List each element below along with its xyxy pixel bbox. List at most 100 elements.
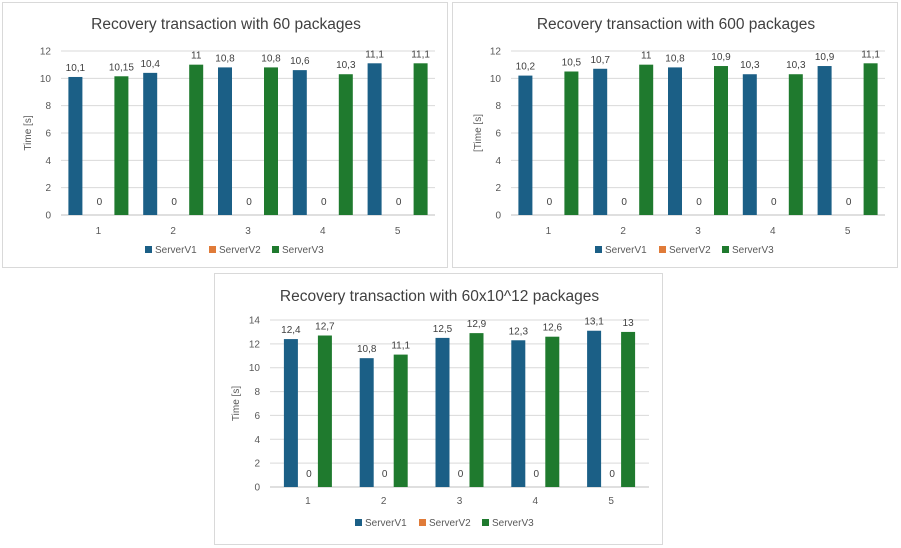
y-tick-label: 0 — [495, 211, 501, 222]
data-label-serverv3-1: 12,7 — [315, 322, 335, 333]
x-tick-label: 4 — [770, 226, 776, 237]
x-tick-label: 4 — [533, 496, 539, 507]
x-tick-label: 1 — [546, 226, 552, 237]
legend-swatch-serverv1 — [145, 246, 152, 253]
legend-label-serverv2: ServerV2 — [219, 245, 261, 256]
y-axis-label: [Time [s] — [473, 114, 484, 152]
y-tick-label: 2 — [45, 183, 51, 194]
data-label-serverv3-5: 11,1 — [861, 49, 880, 60]
data-label-serverv2-2: 0 — [621, 197, 627, 208]
data-label-serverv2-4: 0 — [534, 469, 540, 480]
data-label-serverv3-2: 11,1 — [391, 341, 410, 352]
x-tick-label: 3 — [695, 226, 701, 237]
data-label-serverv3-4: 12,6 — [543, 323, 563, 334]
chart-title: Recovery transaction with 60 packages — [91, 16, 361, 33]
y-tick-label: 8 — [495, 101, 501, 112]
chart-title: Recovery transaction with 60x10^12 packa… — [280, 288, 599, 305]
y-tick-label: 0 — [254, 483, 260, 494]
bar-serverv1-5 — [817, 66, 832, 216]
y-tick-label: 2 — [254, 459, 260, 470]
data-label-serverv1-3: 10,8 — [665, 53, 685, 64]
y-tick-label: 10 — [40, 74, 52, 85]
x-tick-label: 1 — [305, 496, 311, 507]
bar-serverv1-3 — [435, 337, 450, 487]
bar-serverv3-5 — [621, 331, 636, 487]
y-tick-label: 4 — [45, 156, 51, 167]
data-label-serverv2-3: 0 — [458, 469, 464, 480]
chart-svg-60x10-12-packages: Recovery transaction with 60x10^12 packa… — [231, 288, 649, 529]
y-tick-label: 6 — [495, 129, 501, 140]
y-tick-label: 12 — [40, 47, 52, 58]
data-label-serverv3-3: 10,8 — [261, 53, 281, 64]
bar-serverv1-1 — [68, 76, 83, 215]
x-tick-label: 2 — [381, 496, 387, 507]
data-label-serverv2-4: 0 — [771, 197, 777, 208]
bar-serverv1-1 — [518, 75, 533, 215]
data-label-serverv3-4: 10,3 — [336, 60, 356, 71]
bar-serverv1-5 — [587, 330, 602, 487]
bar-serverv1-4 — [292, 70, 307, 215]
y-axis-label: Time [s] — [23, 115, 34, 150]
bar-serverv3-2 — [393, 354, 408, 487]
y-axis-label: Time [s] — [231, 386, 242, 421]
data-label-serverv1-3: 10,8 — [215, 53, 235, 64]
data-label-serverv3-1: 10,5 — [562, 58, 582, 69]
bar-serverv3-1 — [114, 76, 129, 216]
legend-swatch-serverv1 — [355, 519, 362, 526]
chart-title: Recovery transaction with 600 packages — [537, 16, 816, 33]
bar-serverv1-1 — [283, 339, 298, 487]
bar-serverv3-5 — [863, 63, 878, 215]
data-label-serverv3-2: 11 — [641, 51, 652, 62]
legend-label-serverv2: ServerV2 — [429, 518, 471, 529]
y-tick-label: 10 — [490, 74, 502, 85]
data-label-serverv2-5: 0 — [396, 197, 402, 208]
data-label-serverv3-3: 10,9 — [711, 52, 731, 63]
bar-serverv1-2 — [359, 358, 374, 487]
data-label-serverv3-2: 11 — [191, 51, 202, 62]
data-label-serverv2-3: 0 — [246, 197, 252, 208]
y-tick-label: 8 — [254, 387, 260, 398]
data-label-serverv1-4: 10,3 — [740, 60, 760, 71]
x-tick-label: 3 — [245, 226, 251, 237]
x-tick-label: 2 — [620, 226, 626, 237]
bar-serverv1-4 — [742, 74, 757, 215]
data-label-serverv2-5: 0 — [609, 469, 615, 480]
bar-serverv3-3 — [264, 67, 278, 216]
bar-serverv1-5 — [367, 63, 382, 215]
data-label-serverv1-1: 12,4 — [281, 325, 301, 336]
bar-serverv3-4 — [788, 74, 803, 215]
data-label-serverv2-2: 0 — [171, 197, 177, 208]
y-tick-label: 4 — [254, 435, 260, 446]
data-label-serverv2-4: 0 — [321, 197, 327, 208]
legend-swatch-serverv2 — [209, 246, 216, 253]
data-label-serverv1-4: 12,3 — [509, 326, 529, 337]
data-label-serverv1-1: 10,2 — [516, 62, 536, 73]
legend-label-serverv3: ServerV3 — [732, 245, 774, 256]
data-label-serverv3-5: 13 — [623, 318, 635, 329]
legend-swatch-serverv3 — [272, 246, 279, 253]
bar-serverv1-2 — [593, 68, 608, 216]
data-label-serverv1-4: 10,6 — [290, 56, 310, 67]
x-tick-label: 3 — [457, 496, 463, 507]
data-label-serverv1-5: 10,9 — [815, 52, 835, 63]
y-tick-label: 12 — [490, 47, 502, 58]
bar-serverv1-3 — [218, 67, 232, 216]
legend-swatch-serverv2 — [659, 246, 666, 253]
y-tick-label: 8 — [45, 101, 51, 112]
data-label-serverv2-1: 0 — [97, 197, 103, 208]
data-label-serverv1-5: 13,1 — [584, 317, 604, 328]
legend-swatch-serverv3 — [482, 519, 489, 526]
data-label-serverv3-5: 11,1 — [411, 49, 430, 60]
legend-label-serverv3: ServerV3 — [492, 518, 534, 529]
y-tick-label: 14 — [249, 316, 261, 327]
bar-serverv3-2 — [639, 64, 654, 215]
data-label-serverv3-4: 10,3 — [786, 60, 806, 71]
bar-serverv3-3 — [469, 333, 484, 487]
legend-label-serverv1: ServerV1 — [605, 245, 647, 256]
y-tick-label: 6 — [254, 411, 260, 422]
chart-svg-600-packages: Recovery transaction with 600 packages 0 2… — [473, 16, 885, 256]
data-label-serverv2-5: 0 — [846, 197, 852, 208]
bar-serverv1-4 — [511, 340, 526, 487]
data-label-serverv2-2: 0 — [382, 469, 388, 480]
y-tick-label: 2 — [495, 183, 501, 194]
